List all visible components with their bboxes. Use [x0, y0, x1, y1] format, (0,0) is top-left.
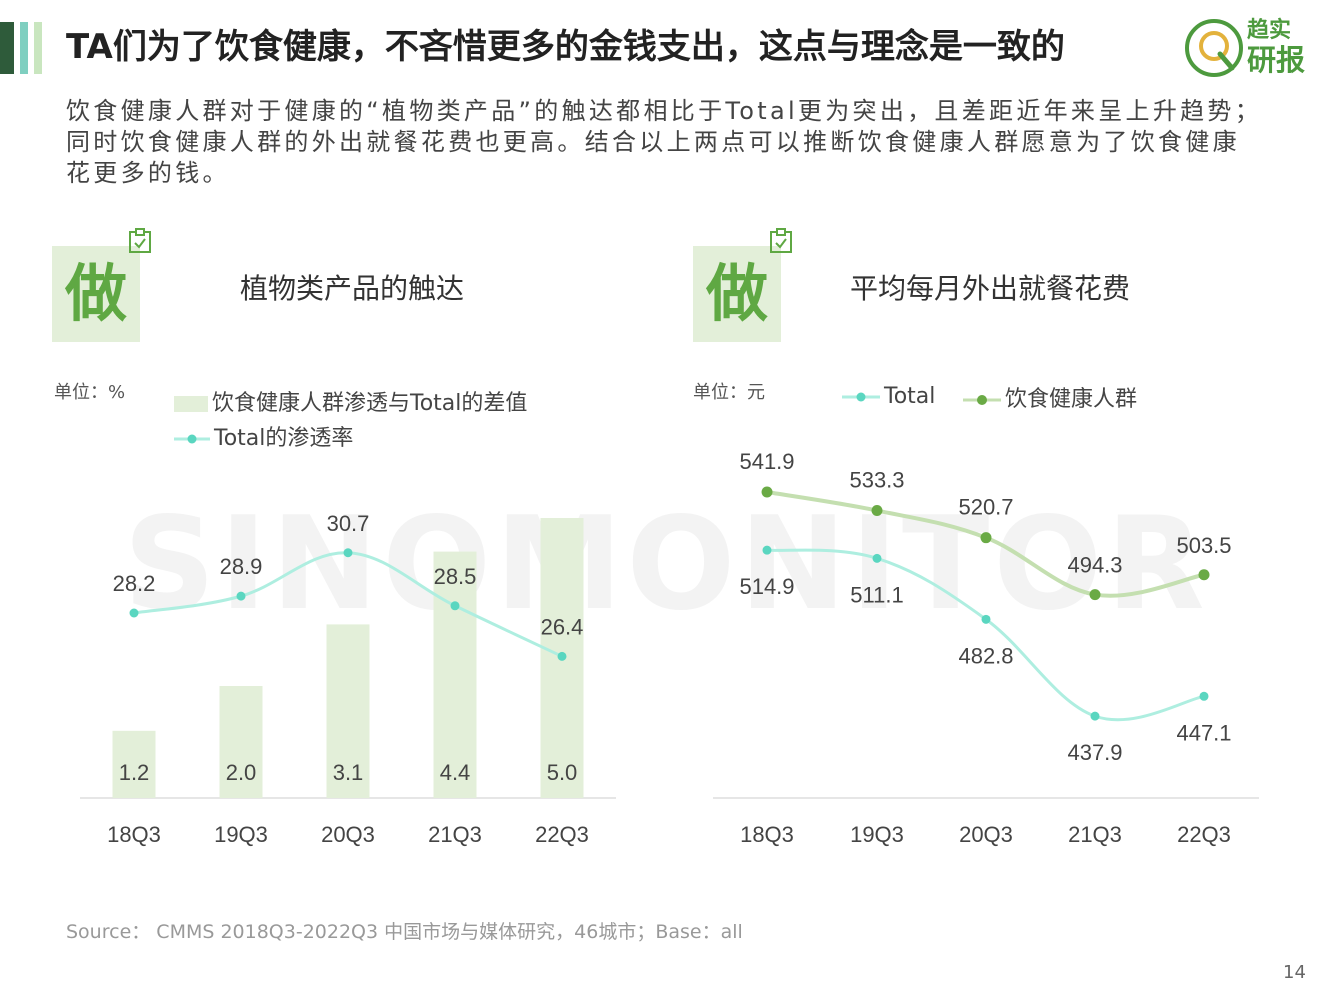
left-unit-label: 单位：% — [54, 382, 126, 403]
badge-background — [693, 246, 781, 342]
x-tick-21Q3: 21Q3 — [428, 822, 482, 847]
total-point-20Q3 — [981, 614, 991, 624]
total-label-18Q3: 514.9 — [739, 574, 794, 599]
bar-label-19Q3: 2.0 — [226, 760, 257, 785]
left-chart: 1.2 2.0 3.1 4.4 5.0 28.2 28.9 30.7 28.5 26.4 18Q3 1… — [80, 511, 616, 847]
bar-label-18Q3: 1.2 — [119, 760, 150, 785]
healthy-point-18Q3 — [761, 486, 773, 498]
page-title: TA们为了饮食健康，不吝惜更多的金钱支出，这点与理念是一致的 — [66, 27, 1065, 67]
bar-18Q3 — [112, 730, 156, 798]
total-label-20Q3: 30.7 — [327, 511, 370, 536]
accent-bar-teal — [20, 22, 28, 74]
right-chart: 541.9 533.3 520.7 494.3 503.5 514.9 511.1 482.8… — [713, 449, 1259, 847]
right-panel-title: 平均每月外出就餐花费 — [850, 272, 1131, 305]
accent-bar-dark — [0, 22, 14, 74]
legend-swatch-line — [963, 395, 1001, 405]
description-text: 饮食健康人群对于健康的“植物类产品”的触达都相比于Total更为突出，且差距近年… — [66, 97, 1263, 187]
legend-label: 饮食健康人群 — [1005, 387, 1138, 412]
logo-text-bottom: 研报 — [1247, 43, 1306, 77]
right-unit-label: 单位：元 — [693, 382, 765, 403]
total-label-21Q3: 437.9 — [1067, 740, 1122, 765]
logo-text-top: 趋实 — [1247, 18, 1292, 43]
header-accent-bars — [0, 22, 42, 74]
legend-label: Total — [884, 384, 936, 409]
x-tick-20Q3: 20Q3 — [959, 822, 1013, 847]
x-tick-18Q3: 18Q3 — [740, 822, 794, 847]
total-label-21Q3: 28.5 — [434, 564, 477, 589]
total-label-22Q3: 447.1 — [1176, 720, 1231, 745]
total-point-21Q3 — [450, 601, 460, 611]
x-tick-19Q3: 19Q3 — [214, 822, 268, 847]
x-tick-19Q3: 19Q3 — [850, 822, 904, 847]
bar-label-22Q3: 5.0 — [547, 760, 578, 785]
healthy-label-20Q3: 520.7 — [958, 495, 1013, 520]
badge-char: 做 — [64, 257, 127, 330]
legend-bar-series: 饮食健康人群渗透与Total的差值 — [174, 391, 527, 417]
badge-background — [52, 246, 140, 342]
left-panel-badge: 做 — [52, 228, 152, 342]
x-tick-21Q3: 21Q3 — [1068, 822, 1122, 847]
total-label-22Q3: 26.4 — [541, 614, 584, 639]
right-panel-badge: 做 — [693, 228, 793, 342]
source-note: Source： CMMS 2018Q3-2022Q3 中国市场与媒体研究，46城… — [66, 921, 743, 943]
total-label-19Q3: 511.1 — [850, 582, 903, 607]
total-point-19Q3 — [236, 591, 246, 601]
accent-bar-green — [34, 22, 42, 74]
total-label-18Q3: 28.2 — [113, 571, 156, 596]
legend-swatch-line — [842, 392, 880, 402]
total-point-21Q3 — [1090, 711, 1100, 721]
legend-label: Total的渗透率 — [214, 426, 354, 451]
legend-healthy: 饮食健康人群 — [963, 387, 1137, 413]
total-point-18Q3 — [762, 545, 772, 555]
page-number: 14 — [1283, 962, 1306, 983]
healthy-point-19Q3 — [871, 505, 883, 517]
bar-label-20Q3: 3.1 — [333, 760, 364, 785]
badge-char: 做 — [705, 257, 768, 330]
bar-label-21Q3: 4.4 — [440, 760, 471, 785]
logo-icon — [1185, 19, 1243, 77]
healthy-point-20Q3 — [980, 532, 992, 544]
healthy-label-21Q3: 494.3 — [1067, 553, 1122, 578]
legend-swatch-bar — [174, 396, 208, 412]
healthy-point-21Q3 — [1089, 589, 1101, 601]
bar-21Q3 — [433, 551, 477, 798]
healthy-label-18Q3: 541.9 — [739, 449, 794, 474]
healthy-label-22Q3: 503.5 — [1176, 533, 1231, 558]
healthy-label-19Q3: 533.3 — [849, 468, 904, 493]
total-point-18Q3 — [129, 608, 139, 618]
x-tick-22Q3: 22Q3 — [1177, 822, 1231, 847]
legend-total: Total — [842, 384, 935, 410]
total-point-22Q3 — [557, 651, 567, 661]
bar-19Q3 — [219, 686, 263, 798]
healthy-point-22Q3 — [1198, 569, 1210, 581]
x-tick-22Q3: 22Q3 — [535, 822, 589, 847]
total-point-20Q3 — [343, 548, 353, 558]
x-tick-18Q3: 18Q3 — [107, 822, 161, 847]
clipboard-check-icon — [129, 228, 151, 253]
total-point-22Q3 — [1199, 691, 1209, 701]
left-panel-title: 植物类产品的触达 — [240, 272, 465, 305]
legend-swatch-line — [174, 434, 210, 444]
total-label-20Q3: 482.8 — [958, 643, 1013, 668]
clipboard-check-icon — [770, 228, 792, 253]
legend-line-series: Total的渗透率 — [174, 426, 353, 452]
watermark-text: SINOMONITOR — [123, 490, 1208, 639]
total-label-19Q3: 28.9 — [220, 554, 263, 579]
legend-label: 饮食健康人群渗透与Total的差值 — [212, 391, 528, 416]
x-tick-20Q3: 20Q3 — [321, 822, 375, 847]
total-point-19Q3 — [872, 553, 882, 563]
bar-20Q3 — [326, 624, 370, 798]
